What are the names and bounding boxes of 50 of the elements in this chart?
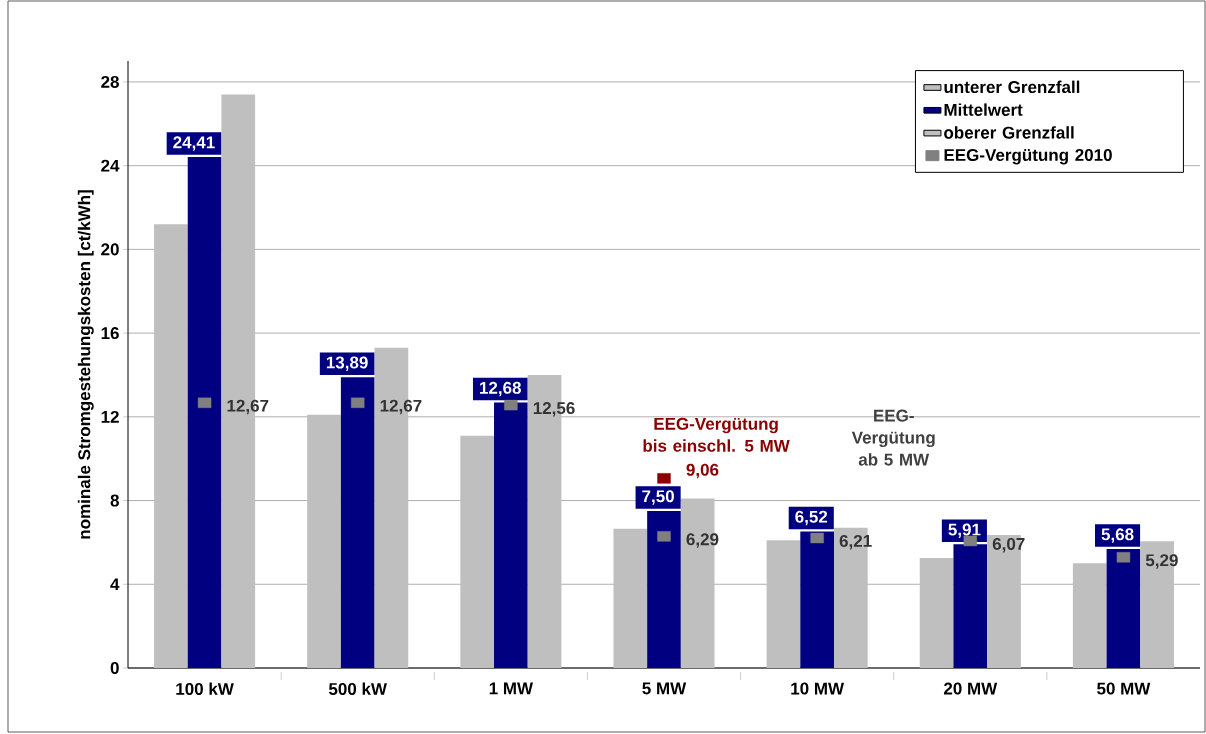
point <box>197 397 212 408</box>
x-tick-label: 1 MW <box>489 682 534 695</box>
data-label: 12,68 <box>480 381 521 397</box>
data-label: 7,50 <box>642 490 674 505</box>
bar <box>1072 563 1107 668</box>
legend-label: Mittelwert <box>944 103 1023 116</box>
bar <box>154 224 188 668</box>
x-tick-label: 10 MW <box>791 682 845 695</box>
data-label: 9,06 <box>686 463 719 479</box>
point <box>1116 552 1131 563</box>
annotation: EEG-Vergütung ab 5 MW <box>851 409 935 466</box>
bar <box>613 528 648 668</box>
x-tick-label: 100 kW <box>176 682 234 696</box>
legend-label: EEG-Vergütung 2010 <box>944 148 1112 165</box>
data-label: 6,52 <box>795 510 828 526</box>
data-label: 12,67 <box>227 399 269 415</box>
data-label: 12,67 <box>380 399 422 415</box>
legend-label: oberer Grenzfall <box>944 126 1074 139</box>
bar <box>460 435 495 668</box>
point <box>810 532 824 544</box>
y-axis-title: nominale Stromgestehungskosten [ct/kWh] <box>77 190 94 539</box>
y-tick-label: 24 <box>101 159 120 172</box>
x-tick-label: 5 MW <box>642 682 687 695</box>
y-tick-label: 4 <box>110 578 120 591</box>
data-label: 5,29 <box>1145 554 1178 569</box>
y-tick-label: 28 <box>101 75 119 88</box>
data-label: 6,29 <box>686 533 719 548</box>
x-tick-label: 500 kW <box>328 682 387 696</box>
bar <box>307 414 341 668</box>
bar <box>766 540 801 668</box>
y-tick-label: 16 <box>101 327 119 340</box>
y-tick-label: 0 <box>110 661 119 675</box>
x-tick-label: 50 MW <box>1097 682 1151 695</box>
data-label: 5,91 <box>948 523 981 538</box>
point <box>351 397 365 408</box>
data-label: 12,56 <box>533 402 575 417</box>
bar <box>919 558 954 668</box>
y-tick-label: 20 <box>101 243 119 256</box>
data-label: 24,41 <box>173 136 215 151</box>
data-label: 6,07 <box>992 537 1025 553</box>
data-label: 13,89 <box>326 356 368 371</box>
point <box>657 531 671 542</box>
y-tick-label: 12 <box>101 410 119 423</box>
data-label: 5,68 <box>1101 528 1134 543</box>
legend-label: unterer Grenzfall <box>944 80 1080 94</box>
x-tick-label: 20 MW <box>943 682 998 695</box>
y-tick-label: 8 <box>110 494 119 507</box>
data-label: 6,21 <box>839 534 872 550</box>
point <box>504 399 518 411</box>
annotation: EEG-Vergütung bis einschl. 5 MW <box>643 417 790 452</box>
